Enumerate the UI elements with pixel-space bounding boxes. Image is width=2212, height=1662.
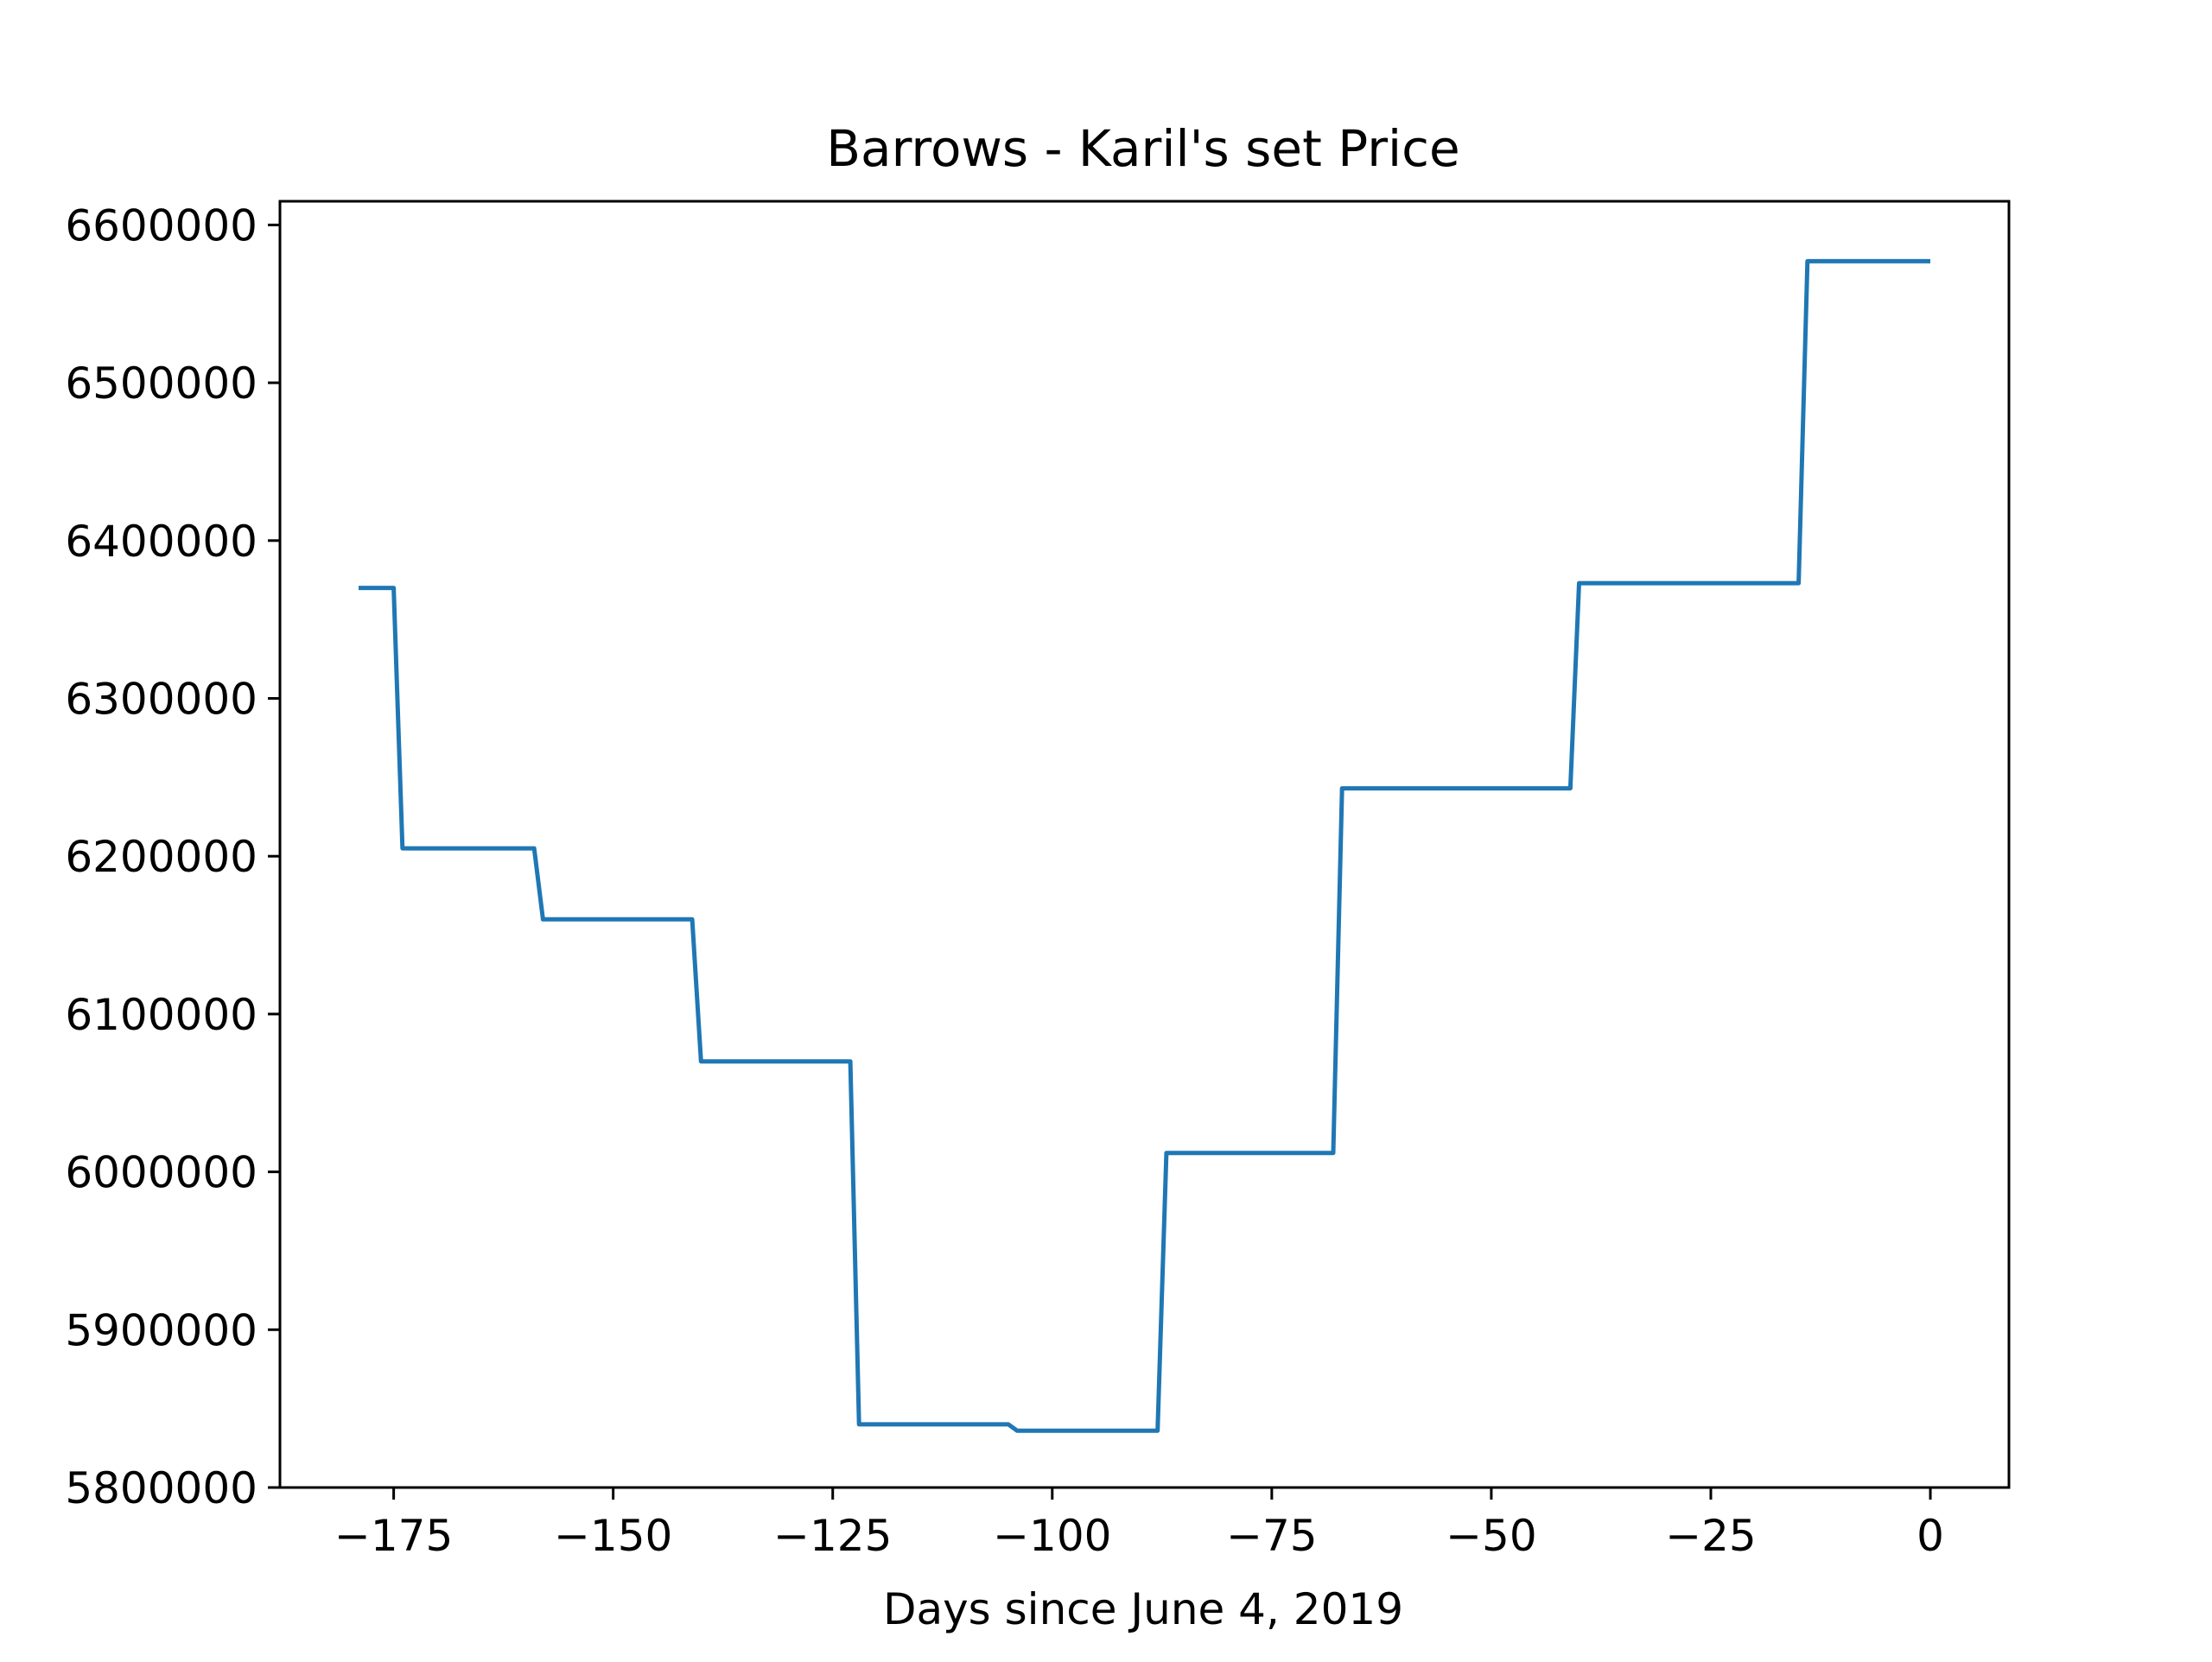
x-tick-label: 0 [1916,1511,1944,1561]
chart-title: Barrows - Karil's set Price [826,119,1459,178]
plot-area-frame [278,200,2011,1489]
y-tick-label: 5800000 [65,1463,257,1513]
y-tick-label: 6400000 [65,517,257,567]
y-tick-label: 6500000 [65,358,257,409]
y-axis-ticks: 5800000 5900000 6000000 6100000 6200000 63000… [65,200,280,1513]
x-tick-label: −175 [334,1511,453,1561]
y-tick-label: 6600000 [65,200,257,251]
x-axis-label: Days since June 4, 2019 [883,1584,1403,1634]
x-tick-label: −150 [554,1511,672,1561]
y-tick-label: 5900000 [65,1305,257,1355]
series-layer [359,258,1930,1433]
x-tick-label: −50 [1446,1511,1537,1561]
x-tick-label: −25 [1665,1511,1757,1561]
x-tick-label: −75 [1226,1511,1318,1561]
x-tick-label: −125 [773,1511,892,1561]
y-tick-label: 6200000 [65,832,257,882]
y-tick-label: 6000000 [65,1148,257,1198]
x-axis-ticks: −175 −150 −125 −100 −75 −50 −25 0 [334,1488,1944,1561]
y-tick-label: 6100000 [65,990,257,1040]
series-line-0 [359,258,1930,1433]
x-tick-label: −100 [993,1511,1111,1561]
y-tick-label: 6300000 [65,675,257,725]
